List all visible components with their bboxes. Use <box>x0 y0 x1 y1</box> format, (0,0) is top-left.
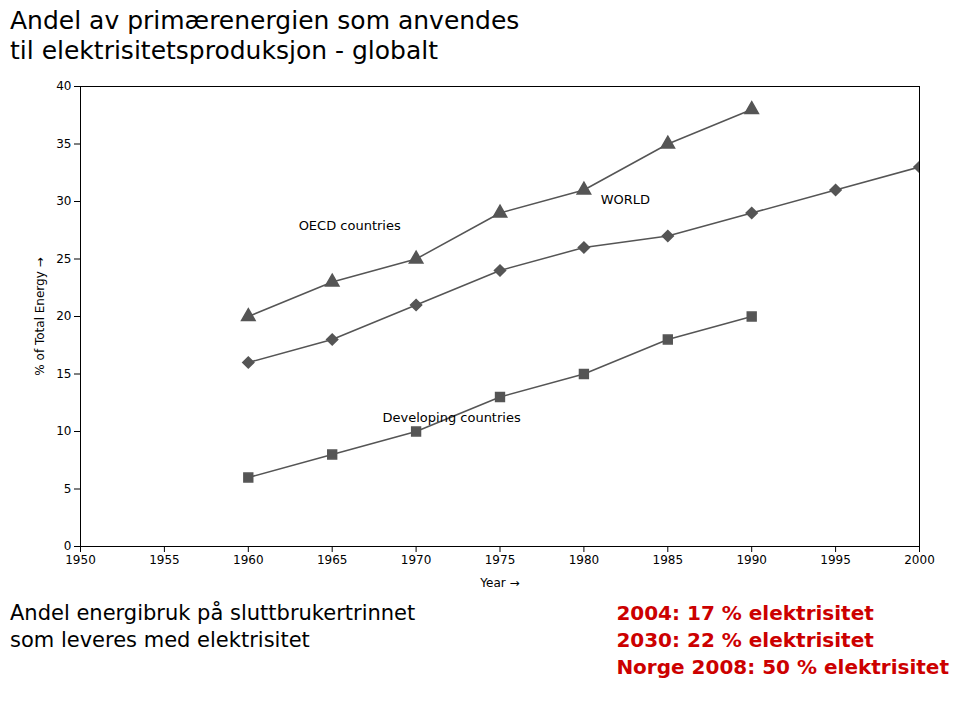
svg-text:WORLD: WORLD <box>601 192 650 207</box>
svg-text:25: 25 <box>56 252 71 266</box>
svg-text:Developing countries: Developing countries <box>383 410 521 425</box>
html-text:2030: 22 % elektrisitet: 2030: 22 % elektrisitet <box>616 628 874 652</box>
svg-text:1980: 1980 <box>569 553 600 567</box>
svg-text:OECD countries: OECD countries <box>299 218 401 233</box>
svg-text:1960: 1960 <box>233 553 264 567</box>
svg-text:1965: 1965 <box>317 553 348 567</box>
svg-text:1985: 1985 <box>653 553 684 567</box>
svg-text:1950: 1950 <box>65 553 96 567</box>
svg-text:1990: 1990 <box>736 553 767 567</box>
svg-text:1970: 1970 <box>401 553 432 567</box>
svg-text:35: 35 <box>56 137 71 151</box>
html-text:Norge 2008: 50 % elektrisitet: Norge 2008: 50 % elektrisitet <box>616 655 949 679</box>
svg-text:% of Total Energy →: % of Total Energy → <box>33 257 47 375</box>
svg-text:10: 10 <box>56 424 71 438</box>
svg-text:15: 15 <box>56 367 71 381</box>
html-text:som leveres med elektrisitet: som leveres med elektrisitet <box>10 628 310 652</box>
svg-text:1995: 1995 <box>820 553 851 567</box>
svg-text:1975: 1975 <box>485 553 516 567</box>
html-text:Andel av primærenergien som an: Andel av primærenergien som anvendes <box>10 6 520 35</box>
svg-text:Year →: Year → <box>479 576 519 590</box>
svg-text:30: 30 <box>56 194 71 208</box>
svg-text:20: 20 <box>56 309 71 323</box>
svg-text:5: 5 <box>64 482 72 496</box>
svg-text:40: 40 <box>56 79 71 93</box>
svg-text:0: 0 <box>64 539 72 553</box>
svg-text:1955: 1955 <box>149 553 180 567</box>
html-text:til elektrisitetsproduksjon -: til elektrisitetsproduksjon - globalt <box>10 36 438 65</box>
svg-text:2000: 2000 <box>904 553 935 567</box>
html-text:2004: 17 % elektrisitet: 2004: 17 % elektrisitet <box>616 601 874 625</box>
html-text:Andel energibruk på sluttbruke: Andel energibruk på sluttbrukertrinnet <box>10 601 416 625</box>
